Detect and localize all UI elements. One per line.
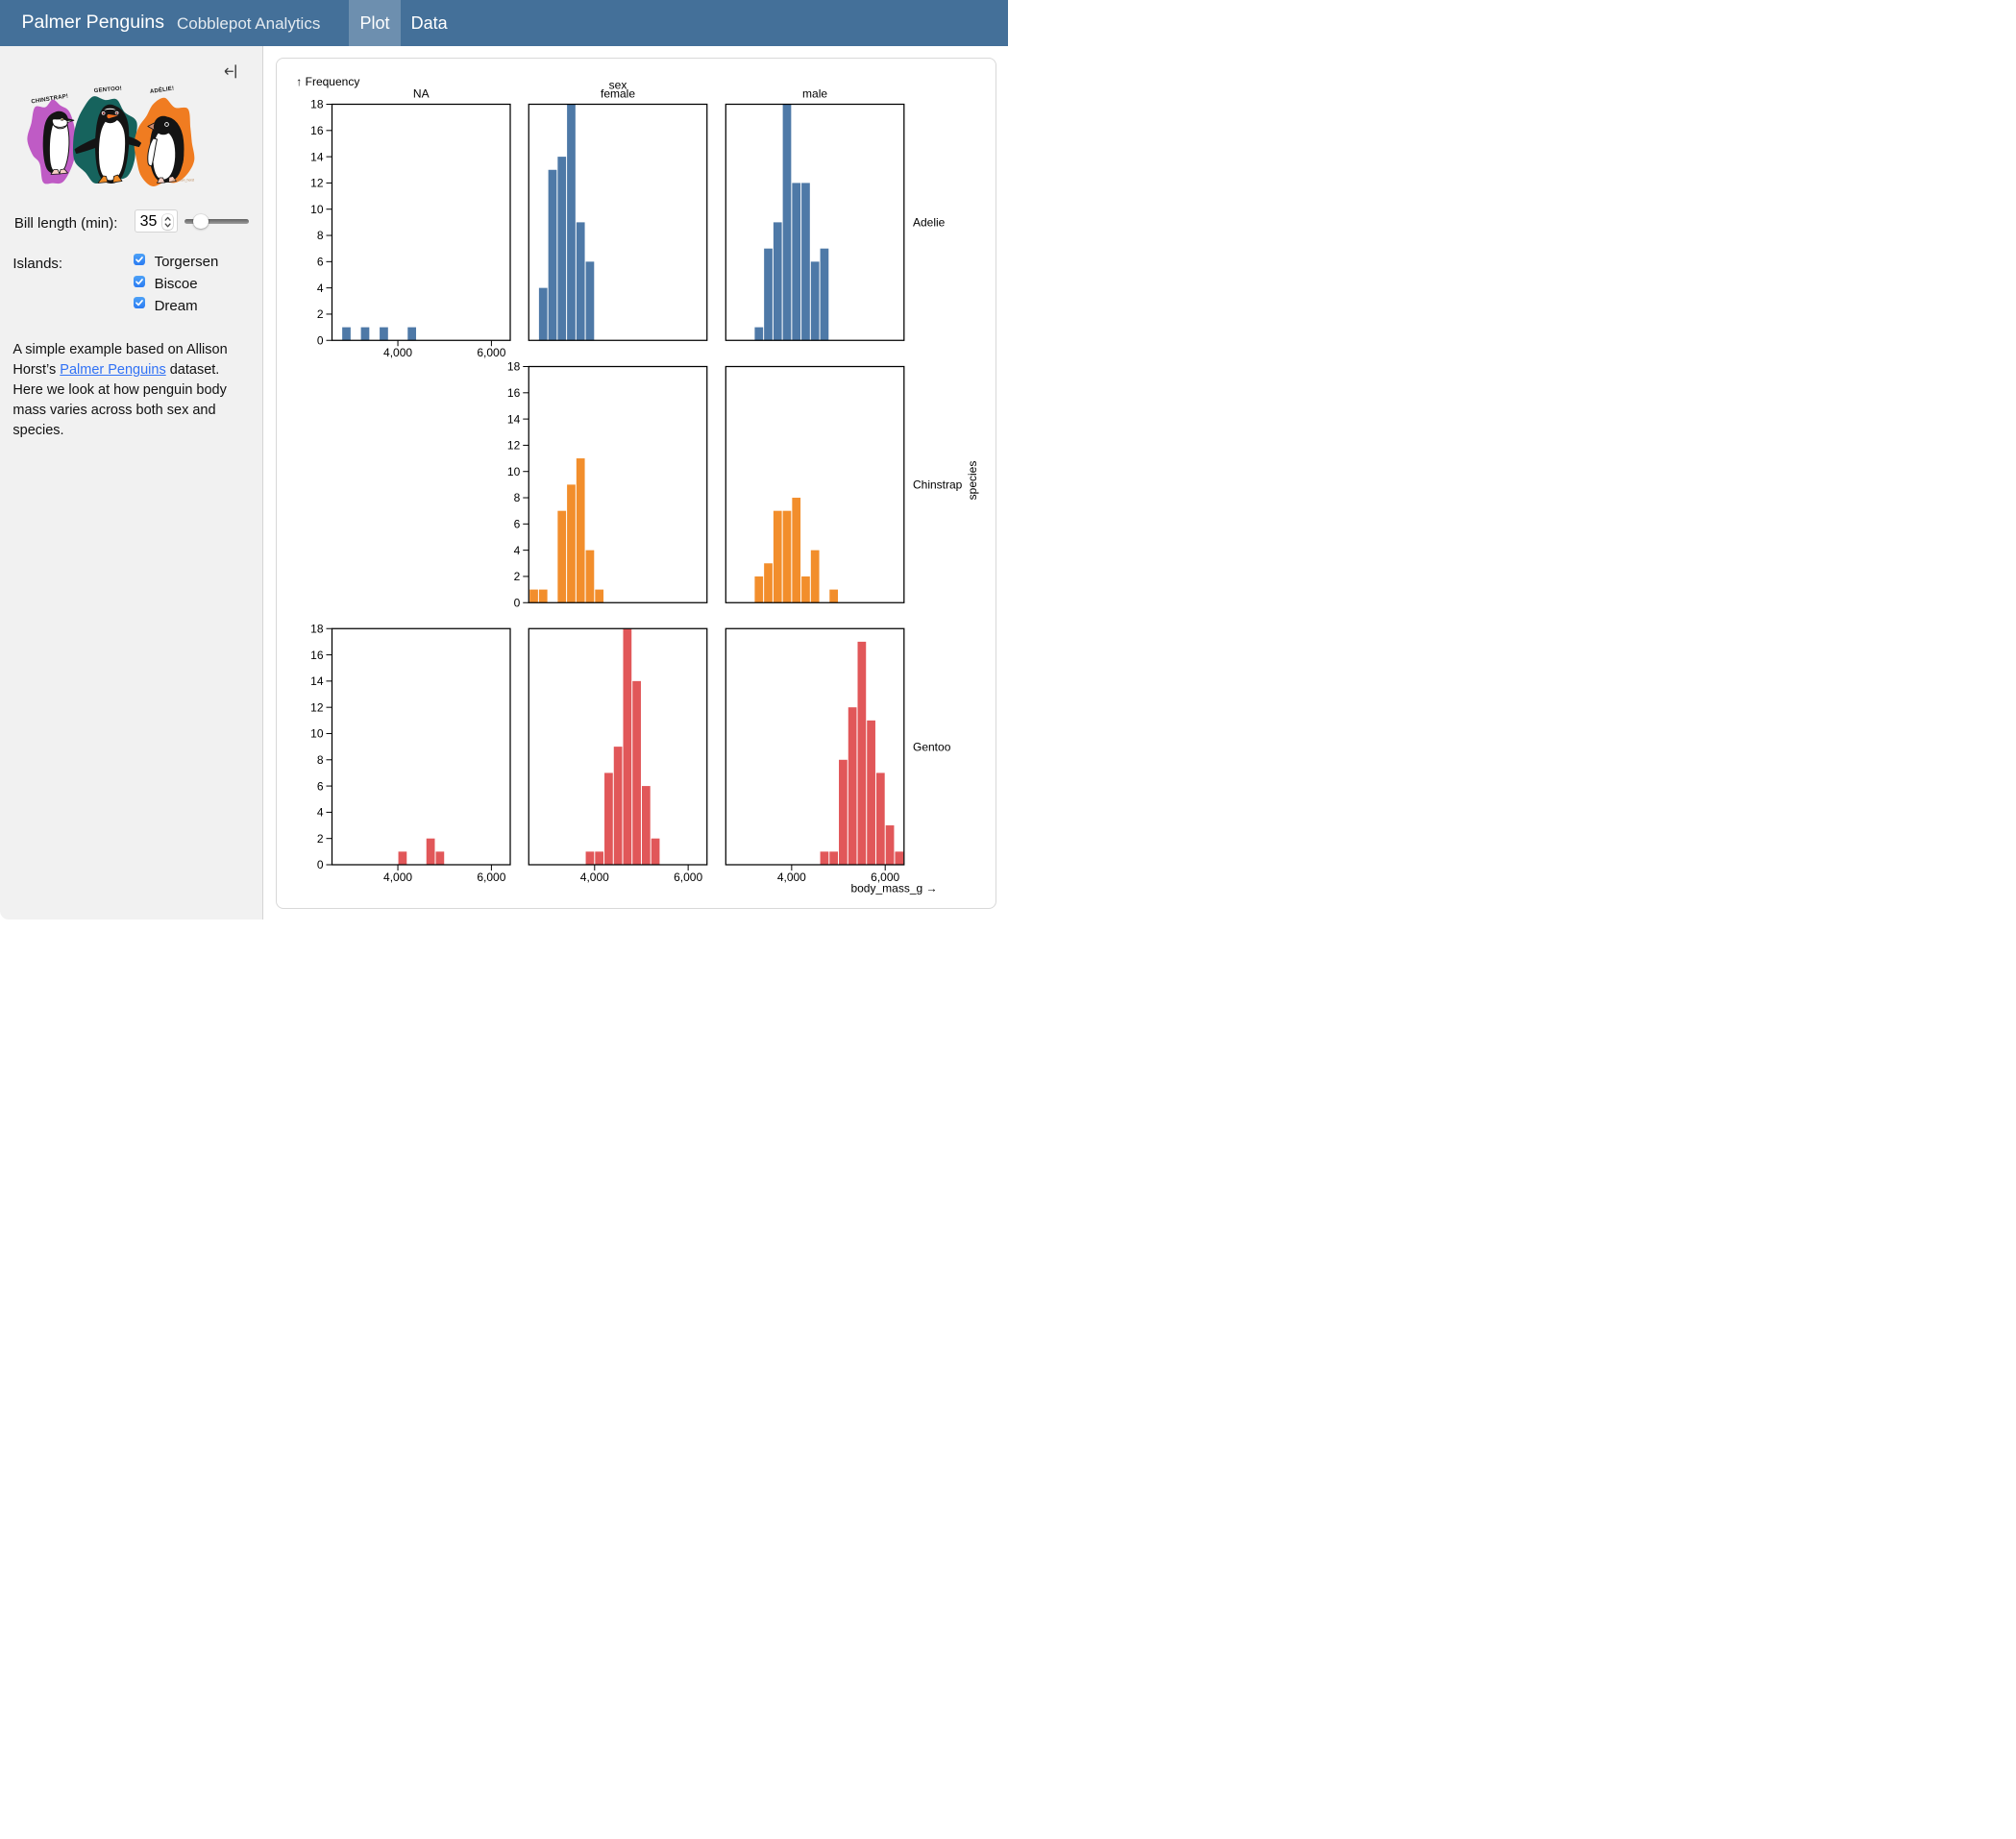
svg-text:sex: sex [608,78,627,91]
svg-text:6: 6 [316,779,323,793]
svg-text:GENTOO!: GENTOO! [94,86,123,95]
svg-text:4: 4 [316,282,323,295]
svg-text:2: 2 [316,307,323,321]
svg-text:18: 18 [506,359,520,373]
svg-text:species: species [966,460,979,500]
svg-text:16: 16 [310,124,324,137]
svg-text:6,000: 6,000 [477,870,505,884]
svg-text:14: 14 [310,674,324,688]
svg-text:16: 16 [310,649,324,662]
svg-text:8: 8 [316,229,323,242]
svg-text:6: 6 [513,517,520,530]
svg-text:body_mass_g →: body_mass_g → [850,881,937,895]
svg-text:@allison_horst: @allison_horst [173,179,195,183]
svg-text:8: 8 [513,491,520,504]
svg-text:10: 10 [310,203,324,216]
svg-text:4,000: 4,000 [776,870,805,884]
svg-text:male: male [802,86,827,100]
svg-text:6,000: 6,000 [871,870,899,884]
svg-text:6,000: 6,000 [477,346,505,359]
svg-text:18: 18 [310,622,324,635]
svg-text:10: 10 [310,726,324,740]
svg-text:4: 4 [513,544,520,557]
svg-text:female: female [600,86,634,100]
svg-text:6: 6 [316,255,323,268]
svg-text:↑ Frequency: ↑ Frequency [296,75,359,88]
svg-text:0: 0 [513,596,520,609]
svg-text:4: 4 [316,805,323,819]
svg-text:18: 18 [310,97,324,110]
svg-text:Gentoo: Gentoo [913,740,951,753]
svg-text:4,000: 4,000 [579,870,608,884]
svg-text:2: 2 [513,570,520,583]
svg-text:6,000: 6,000 [674,870,702,884]
svg-text:0: 0 [316,333,323,347]
svg-text:16: 16 [506,386,520,400]
svg-text:12: 12 [310,700,324,714]
svg-text:NA: NA [412,86,429,100]
svg-text:4,000: 4,000 [383,870,412,884]
svg-text:8: 8 [316,753,323,767]
svg-text:2: 2 [316,832,323,846]
svg-text:ADÉLIE!: ADÉLIE! [149,84,174,94]
svg-text:12: 12 [506,438,520,452]
svg-text:Adelie: Adelie [913,215,946,229]
svg-text:0: 0 [316,858,323,871]
svg-text:14: 14 [506,412,520,426]
svg-text:12: 12 [310,176,324,189]
svg-text:4,000: 4,000 [383,346,412,359]
svg-text:10: 10 [506,465,520,478]
svg-text:14: 14 [310,150,324,163]
svg-text:Chinstrap: Chinstrap [913,478,963,491]
